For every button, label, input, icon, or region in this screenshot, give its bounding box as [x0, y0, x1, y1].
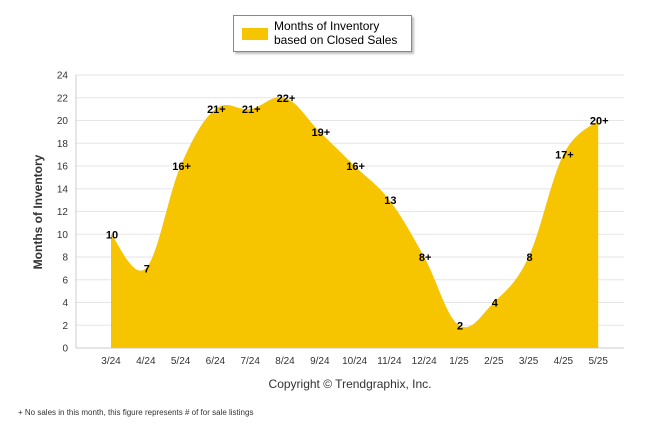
legend: Months of Inventory based on Closed Sale…: [233, 15, 412, 52]
x-tick-label: 5/24: [171, 356, 191, 367]
x-tick-label: 9/24: [310, 356, 330, 367]
data-label: 16+: [346, 161, 365, 173]
y-tick-label: 8: [62, 253, 68, 264]
y-tick-label: 6: [62, 275, 68, 286]
x-tick-label: 11/24: [377, 356, 402, 367]
data-label: 19+: [311, 127, 330, 139]
y-tick-label: 14: [57, 184, 69, 195]
x-tick-label: 4/25: [554, 356, 574, 367]
data-label: 20+: [590, 116, 609, 128]
y-tick-label: 2: [62, 321, 68, 332]
data-label: 22+: [277, 93, 296, 105]
x-axis-ticks: 3/24 4/24 5/24 6/24 7/24 8/24 9/24 10/24 11/24 12…: [101, 356, 608, 367]
x-tick-label: 3/25: [519, 356, 539, 367]
y-tick-label: 24: [57, 71, 69, 82]
area-fill: [111, 96, 599, 348]
x-tick-label: 4/24: [136, 356, 156, 367]
x-tick-label: 12/24: [412, 356, 437, 367]
data-label: 8: [527, 252, 533, 264]
y-tick-label: 16: [57, 162, 69, 173]
y-tick-label: 12: [57, 207, 69, 218]
data-label: 13: [384, 195, 396, 207]
legend-swatch: [242, 28, 268, 40]
data-label: 21+: [242, 104, 261, 116]
data-label: 10: [106, 229, 118, 241]
x-tick-label: 10/24: [342, 356, 367, 367]
y-axis-title: Months of Inventory: [31, 154, 45, 269]
data-label: 4: [492, 298, 499, 310]
x-tick-label: 1/25: [449, 356, 469, 367]
data-labels: 10 7 16+ 21+ 21+ 22+ 19+ 16+ 13 8+ 2 4 8 17+ 20+: [106, 93, 609, 333]
x-tick-label: 5/25: [588, 356, 608, 367]
footnote-text: + No sales in this month, this figure re…: [18, 408, 254, 417]
data-label: 7: [144, 263, 150, 275]
legend-label: Months of Inventory based on Closed Sale…: [274, 19, 398, 47]
area-series: [111, 96, 599, 348]
y-tick-label: 18: [57, 139, 69, 150]
y-tick-label: 0: [62, 344, 68, 355]
x-tick-label: 3/24: [101, 356, 121, 367]
data-label: 17+: [555, 150, 574, 162]
y-tick-label: 22: [57, 93, 69, 104]
x-tick-label: 2/25: [484, 356, 504, 367]
x-tick-label: 6/24: [206, 356, 226, 367]
y-tick-label: 20: [57, 116, 69, 127]
x-tick-label: 8/24: [275, 356, 295, 367]
data-label: 16+: [172, 161, 191, 173]
x-tick-label: 7/24: [240, 356, 260, 367]
y-tick-label: 4: [62, 298, 68, 309]
data-label: 2: [457, 320, 463, 332]
data-label: 21+: [207, 104, 226, 116]
copyright-text: Copyright © Trendgraphix, Inc.: [268, 377, 432, 391]
y-tick-label: 10: [57, 230, 69, 241]
data-label: 8+: [419, 252, 432, 264]
